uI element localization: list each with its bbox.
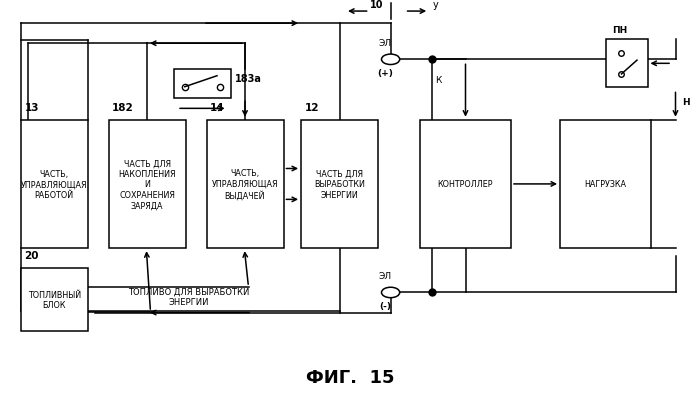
Text: КОНТРОЛЛЕР: КОНТРОЛЛЕР (438, 180, 494, 189)
Text: 182: 182 (112, 102, 134, 112)
Bar (174, 70, 231, 99)
Text: Н: Н (682, 98, 690, 107)
Text: ФИГ.  15: ФИГ. 15 (306, 368, 394, 386)
Text: ЧАСТЬ,
УПРАВЛЯЮЩАЯ
ВЫДАЧЕЙ: ЧАСТЬ, УПРАВЛЯЮЩАЯ ВЫДАЧЕЙ (211, 169, 279, 200)
Text: 14: 14 (210, 102, 225, 112)
Bar (606, 40, 648, 88)
Bar (420, 120, 511, 249)
Text: ЧАСТЬ,
УПРАВЛЯЮЩАЯ
РАБОТОЙ: ЧАСТЬ, УПРАВЛЯЮЩАЯ РАБОТОЙ (21, 170, 88, 199)
Bar (301, 120, 378, 249)
Bar (108, 120, 186, 249)
Text: 20: 20 (25, 251, 39, 261)
Text: ЧАСТЬ ДЛЯ
ВЫРАБОТКИ
ЭНЕРГИИ: ЧАСТЬ ДЛЯ ВЫРАБОТКИ ЭНЕРГИИ (314, 170, 365, 199)
Text: НАГРУЗКА: НАГРУЗКА (584, 180, 626, 189)
Circle shape (382, 55, 400, 65)
Bar (21, 269, 88, 331)
Text: ПН: ПН (612, 26, 627, 35)
Text: ЧАСТЬ ДЛЯ
НАКОПЛЕНИЯ
И
СОХРАНЕНИЯ
ЗАРЯДА: ЧАСТЬ ДЛЯ НАКОПЛЕНИЯ И СОХРАНЕНИЯ ЗАРЯДА (118, 159, 176, 210)
Text: К: К (435, 75, 442, 84)
Text: (-): (-) (379, 302, 391, 310)
Text: ЭЛ: ЭЛ (379, 39, 391, 48)
Bar (206, 120, 284, 249)
Text: 13: 13 (25, 102, 39, 112)
Circle shape (382, 288, 400, 298)
Text: 12: 12 (304, 102, 319, 112)
Text: ЭЛ: ЭЛ (379, 272, 391, 281)
Text: ТОПЛИВО ДЛЯ ВЫРАБОТКИ
ЭНЕРГИИ: ТОПЛИВО ДЛЯ ВЫРАБОТКИ ЭНЕРГИИ (128, 287, 250, 306)
Bar (21, 120, 88, 249)
Text: (+): (+) (377, 69, 393, 78)
Text: 10: 10 (370, 0, 384, 10)
Text: у: у (433, 0, 438, 10)
Text: ТОПЛИВНЫЙ
БЛОК: ТОПЛИВНЫЙ БЛОК (28, 290, 80, 310)
Bar (560, 120, 651, 249)
Text: 183a: 183a (235, 74, 262, 84)
